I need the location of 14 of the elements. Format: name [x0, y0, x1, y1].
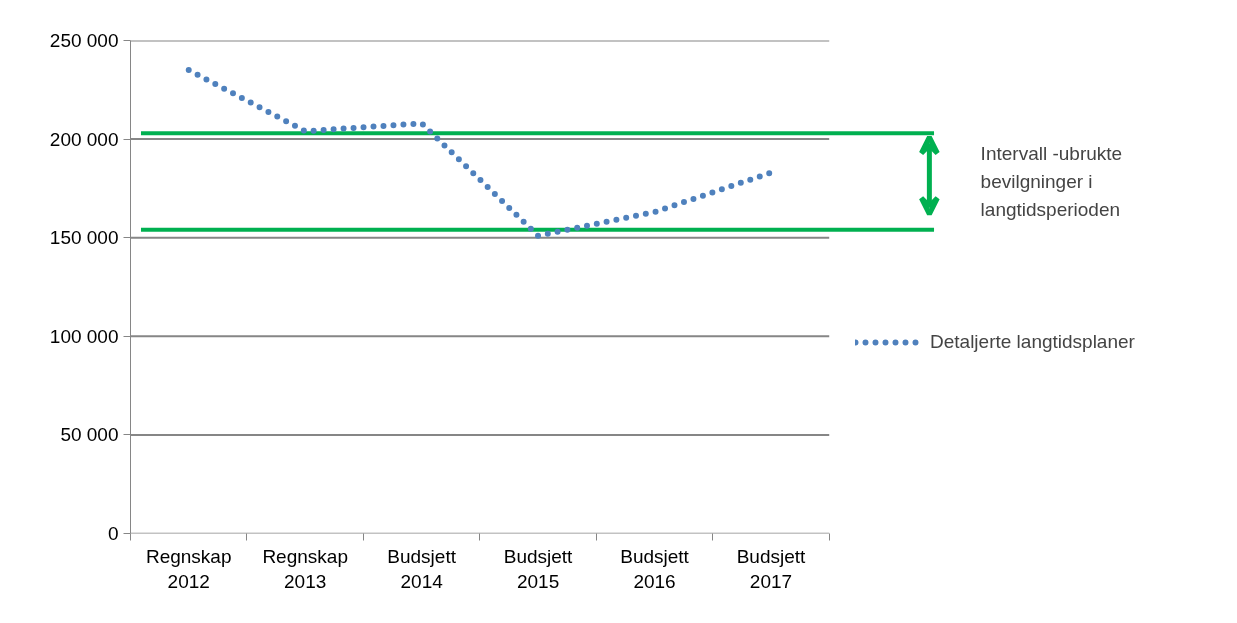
y-tick-label: 200 000 — [49, 128, 119, 150]
x-tick-label: Regnskap 2012 — [145, 545, 232, 592]
x-tick-label: Budsjett 2014 — [387, 545, 457, 592]
x-tick-label: Budsjett 2015 — [503, 545, 574, 592]
y-tick-label: 100 000 — [49, 325, 119, 347]
legend-label: Detaljerte langtidsplaner — [930, 331, 1135, 353]
x-tick-label: Budsjett 2016 — [620, 545, 690, 592]
y-tick-label: 0 — [107, 523, 119, 544]
y-tick-label: 150 000 — [49, 227, 119, 249]
text: Intervall -ubrukte bevilgninger i langtidsperioden — [980, 142, 1123, 221]
x-tick-label: Regnskap 2013 — [262, 545, 348, 592]
y-tick-label: 50 000 — [60, 424, 119, 446]
y-tick-label: 250 000 — [49, 30, 119, 51]
x-tick-label: Budsjett 2017 — [736, 545, 807, 592]
